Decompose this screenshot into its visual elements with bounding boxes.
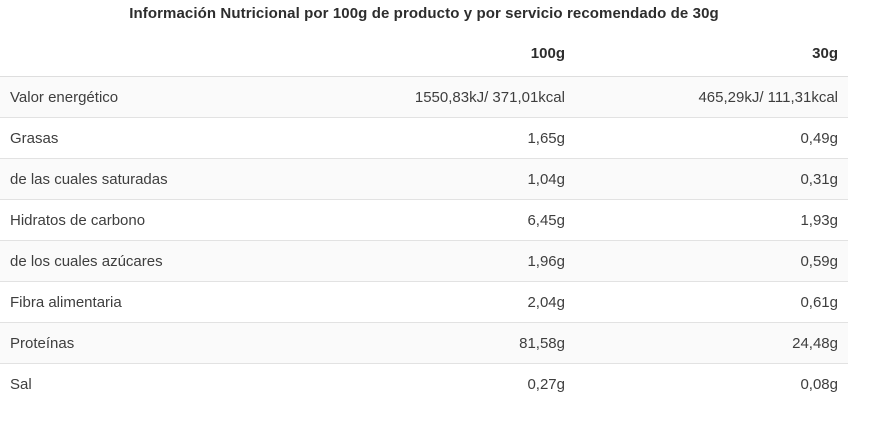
row-label: de los cuales azúcares [0, 240, 335, 282]
row-value-30g: 0,59g [565, 240, 848, 282]
table-row: Proteínas 81,58g 24,48g [0, 322, 848, 364]
nutrition-table: 100g 30g Valor energético 1550,83kJ/ 371… [0, 22, 848, 404]
row-value-30g: 465,29kJ/ 111,31kcal [565, 76, 848, 118]
row-value-30g: 0,08g [800, 375, 838, 393]
panel-title: Información Nutricional por 100g de prod… [129, 5, 719, 22]
row-value-100g: 1550,83kJ/ 371,01kcal [335, 76, 565, 118]
table-row: Fibra alimentaria 2,04g 0,61g [0, 281, 848, 323]
row-label: Sal [10, 375, 32, 393]
row-value-30g: 0,61g [565, 281, 848, 323]
row-value-30g: 0,31g [565, 158, 848, 200]
row-label: Grasas [0, 117, 335, 159]
table-row: Hidratos de carbono 6,45g 1,93g [0, 199, 848, 241]
row-label: Valor energético [0, 76, 335, 118]
row-value-30g: 0,49g [565, 117, 848, 159]
row-value-100g: 1,96g [335, 240, 565, 282]
header-empty-cell [0, 22, 335, 77]
header-30g: 30g [565, 22, 848, 77]
table-body: Valor energético 1550,83kJ/ 371,01kcal 4… [0, 76, 848, 404]
row-label: de las cuales saturadas [0, 158, 335, 200]
table-row: de los cuales azúcares 1,96g 0,59g [0, 240, 848, 282]
header-100g: 100g [335, 22, 565, 77]
table-row: de las cuales saturadas 1,04g 0,31g [0, 158, 848, 200]
row-value-100g: 0,27g [527, 375, 565, 393]
header-row: 100g 30g [0, 22, 848, 77]
row-value-100g: 2,04g [335, 281, 565, 323]
row-label: Proteínas [0, 322, 335, 364]
row-value-100g: 81,58g [335, 322, 565, 364]
nutrition-panel: Información Nutricional por 100g de prod… [0, 5, 848, 404]
row-value-100g: 6,45g [335, 199, 565, 241]
row-value-30g: 24,48g [565, 322, 848, 364]
table-row: Grasas 1,65g 0,49g [0, 117, 848, 159]
row-label: Hidratos de carbono [0, 199, 335, 241]
row-value-100g: 1,65g [335, 117, 565, 159]
table-row: Valor energético 1550,83kJ/ 371,01kcal 4… [0, 76, 848, 118]
row-value-100g: 1,04g [335, 158, 565, 200]
row-value-30g: 1,93g [565, 199, 848, 241]
row-label: Fibra alimentaria [0, 281, 335, 323]
table-row: Sal 0,27g 0,08g [0, 363, 848, 404]
